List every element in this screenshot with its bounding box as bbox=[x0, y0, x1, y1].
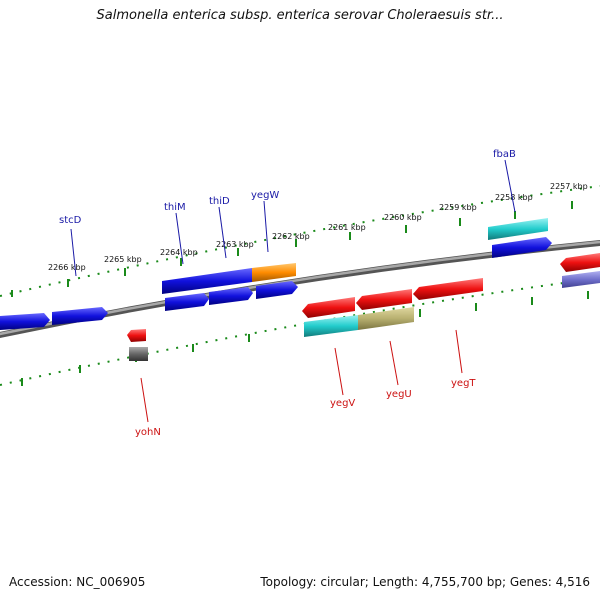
gene-arrow[interactable] bbox=[162, 268, 252, 294]
scale-label: 2262 kbp bbox=[272, 232, 310, 241]
gene-arrow[interactable] bbox=[165, 293, 209, 311]
gene-label-thiD[interactable]: thiD bbox=[209, 196, 230, 207]
gene-label-fbaB[interactable]: fbaB bbox=[493, 149, 516, 160]
gene-arrow[interactable] bbox=[127, 329, 146, 342]
label-leader-lines bbox=[70, 159, 516, 423]
gene-arrow[interactable] bbox=[0, 313, 50, 330]
gene-arrow[interactable] bbox=[358, 307, 414, 330]
inner-scale-ticks bbox=[0, 277, 600, 386]
gene-label-yegU[interactable]: yegU bbox=[386, 389, 412, 400]
gene-arrow[interactable] bbox=[562, 271, 600, 288]
scale-label: 2266 kbp bbox=[48, 263, 86, 272]
gene-label-yegV[interactable]: yegV bbox=[330, 398, 355, 409]
gene-arrow[interactable] bbox=[356, 289, 412, 310]
genome-title: Salmonella enterica subsp. enterica sero… bbox=[96, 8, 504, 23]
genome-summary-text: Topology: circular; Length: 4,755,700 bp… bbox=[260, 575, 590, 589]
gene-arrow[interactable] bbox=[252, 263, 296, 282]
scale-label: 2259 kbp bbox=[439, 203, 477, 212]
accession-text: Accession: NC_006905 bbox=[9, 575, 146, 589]
scale-label: 2257 kbp bbox=[550, 182, 588, 191]
gene-block[interactable] bbox=[129, 347, 148, 361]
gene-labels: stcD thiM thiD yegW fbaB yohN yegV yegU … bbox=[59, 149, 516, 438]
gene-label-yegW[interactable]: yegW bbox=[251, 190, 279, 201]
genome-backbone bbox=[0, 239, 600, 338]
gene-label-thiM[interactable]: thiM bbox=[164, 202, 186, 213]
gene-arrow[interactable] bbox=[488, 218, 548, 240]
outer-scale-ticks bbox=[0, 185, 600, 297]
gene-arrow[interactable] bbox=[413, 278, 483, 300]
gene-arrow[interactable] bbox=[492, 237, 552, 258]
scale-label: 2261 kbp bbox=[328, 223, 366, 232]
gene-label-yohN[interactable]: yohN bbox=[135, 427, 161, 438]
gene-label-stcD[interactable]: stcD bbox=[59, 215, 82, 226]
scale-label: 2263 kbp bbox=[216, 240, 254, 249]
scale-labels: 2266 kbp 2265 kbp 2264 kbp 2263 kbp 2262… bbox=[48, 182, 588, 272]
reverse-strand-genes bbox=[127, 253, 600, 361]
scale-label: 2264 kbp bbox=[160, 248, 198, 257]
gene-label-yegT[interactable]: yegT bbox=[451, 378, 476, 389]
scale-label: 2260 kbp bbox=[384, 213, 422, 222]
gene-arrow[interactable] bbox=[304, 315, 358, 337]
gene-arrow[interactable] bbox=[256, 281, 298, 299]
gene-arrow[interactable] bbox=[52, 307, 108, 325]
gene-arrow[interactable] bbox=[209, 287, 253, 305]
gene-arrow[interactable] bbox=[560, 253, 600, 272]
forward-strand-genes bbox=[0, 218, 552, 330]
gene-arrow[interactable] bbox=[302, 297, 355, 318]
scale-label: 2258 kbp bbox=[495, 193, 533, 202]
scale-label: 2265 kbp bbox=[104, 255, 142, 264]
